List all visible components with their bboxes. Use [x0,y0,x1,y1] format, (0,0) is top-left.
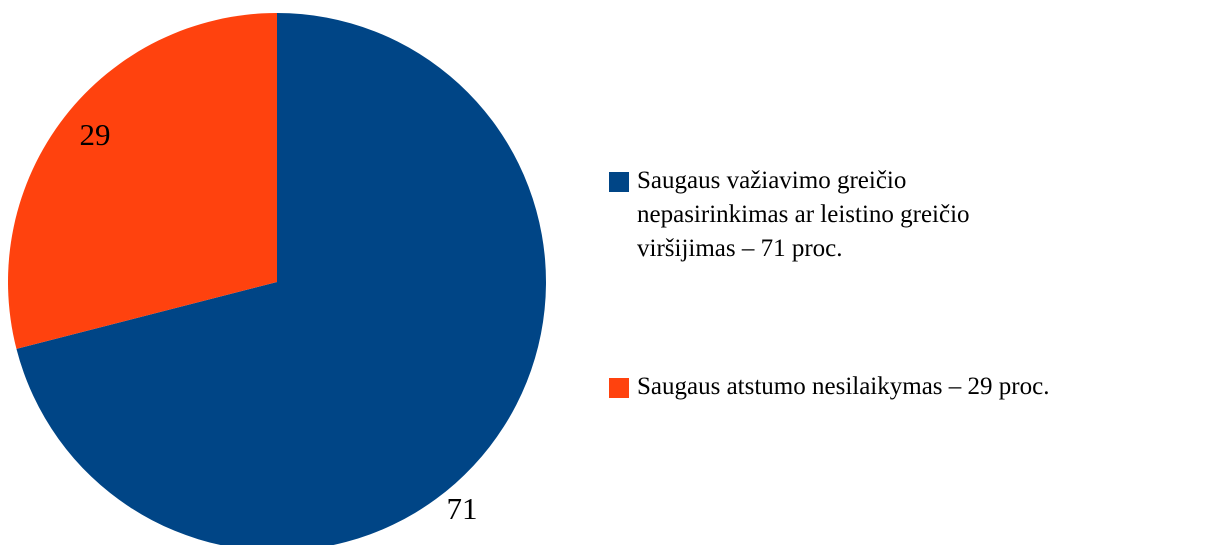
legend-item: Saugaus atstumo nesilaikymas – 29 proc. [609,370,1223,404]
legend-label: Saugaus atstumo nesilaikymas – 29 proc. [637,373,1050,400]
legend-swatch [609,172,629,192]
chart: 71 29 [7,13,546,545]
data-label: 71 [447,491,478,526]
legend-label: Saugaus važiavimo greičio nepasirinkimas… [637,167,970,262]
legend-item: Saugaus važiavimo greičio nepasirinkimas… [609,164,1002,266]
pie-slice [7,13,277,349]
data-label: 29 [80,117,111,152]
pie-slice [16,13,546,545]
legend-swatch [609,378,629,398]
